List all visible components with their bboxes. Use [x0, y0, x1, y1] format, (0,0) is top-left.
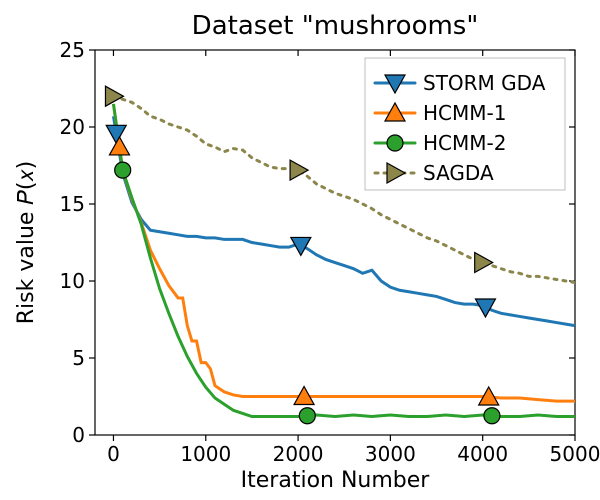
chart-title: Dataset "mushrooms"	[192, 11, 479, 41]
marker-storm-gda	[475, 299, 495, 317]
legend-label: STORM GDA	[423, 71, 546, 95]
legend-marker	[387, 135, 403, 151]
y-tick-label: 0	[72, 423, 85, 447]
x-tick-label: 3000	[365, 442, 416, 466]
legend: STORM GDA HCMM-1 HCMM-2 SAGDA	[365, 58, 565, 190]
y-tick-label: 25	[60, 38, 85, 62]
x-tick-label: 5000	[550, 442, 600, 466]
y-tick-label: 15	[60, 192, 85, 216]
marker-sagda	[475, 253, 493, 273]
x-tick-label: 4000	[457, 442, 508, 466]
marker-storm-gda	[106, 125, 126, 143]
y-tick-label: 20	[60, 115, 85, 139]
marker-hcmm-2	[299, 408, 315, 424]
marker-sagda	[105, 86, 123, 106]
chart-container: Dataset "mushrooms" Iteration Number Ris…	[0, 0, 600, 500]
x-tick-label: 1000	[180, 442, 231, 466]
y-tick-label: 10	[60, 269, 85, 293]
legend-label: HCMM-1	[423, 101, 506, 125]
marker-sagda	[290, 160, 308, 180]
chart-svg: Dataset "mushrooms" Iteration Number Ris…	[0, 0, 600, 500]
x-axis-label: Iteration Number	[241, 468, 431, 493]
marker-hcmm-2	[115, 162, 131, 178]
y-tick-label: 5	[72, 346, 85, 370]
x-tick-label: 0	[107, 442, 120, 466]
marker-hcmm-1	[109, 137, 129, 155]
x-tick-label: 2000	[273, 442, 324, 466]
marker-hcmm-2	[484, 408, 500, 424]
y-axis-label: Risk value 𝑃(𝑥)	[14, 161, 39, 325]
legend-label: HCMM-2	[423, 131, 506, 155]
legend-label: SAGDA	[423, 161, 494, 185]
